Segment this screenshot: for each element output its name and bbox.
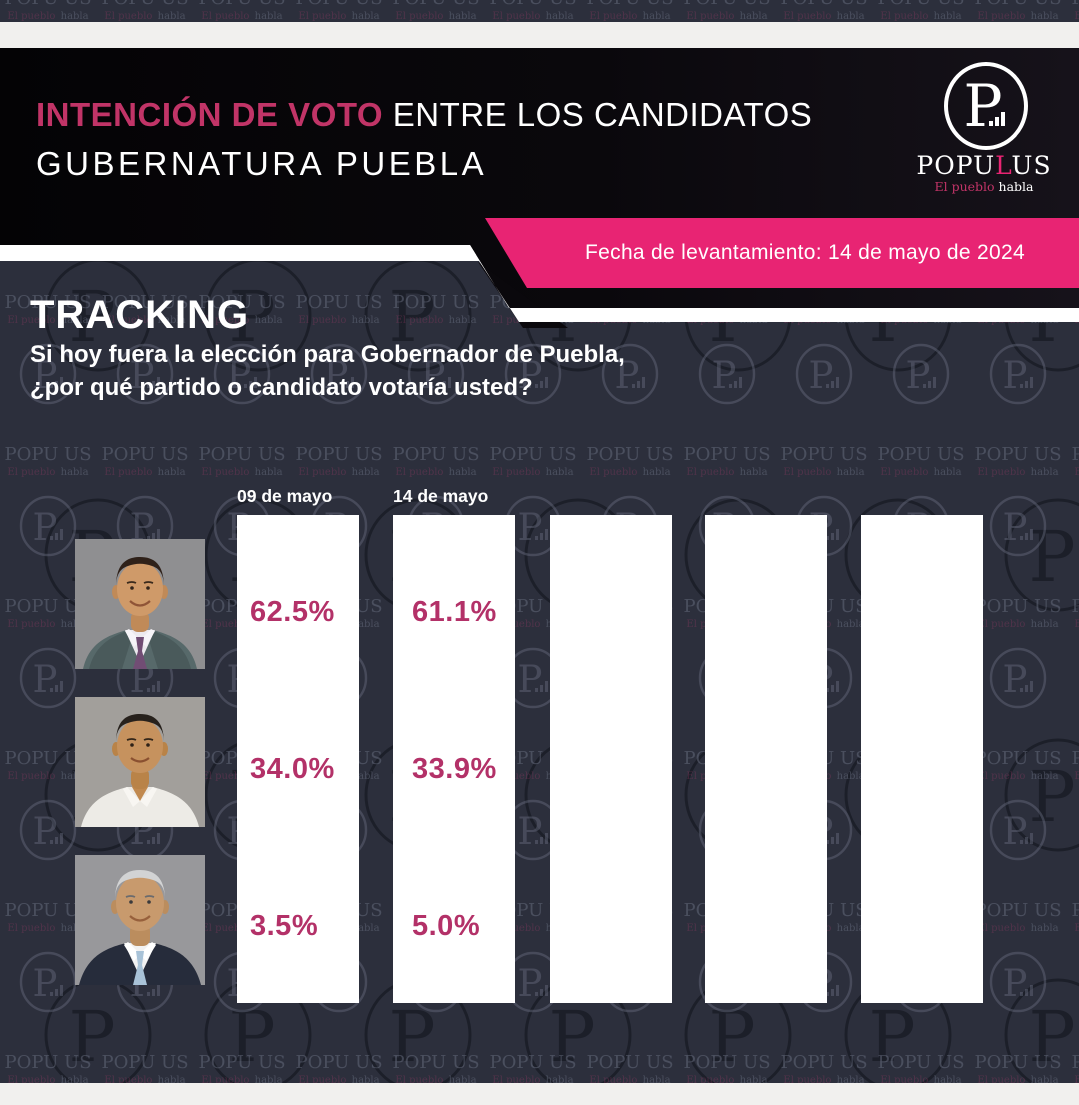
question-line2: ¿por qué partido o candidato votaría ust… <box>30 374 533 401</box>
section-heading: TRACKING <box>30 293 250 337</box>
candidate-1-photo <box>75 539 205 669</box>
page-title-line2: GUBERNATURA PUEBLA <box>36 145 488 182</box>
wordmark-accent-l: L <box>995 151 1012 180</box>
value-candidate-1-09mayo: 62.5% <box>250 596 335 628</box>
survey-date-text: Fecha de levantamiento: 14 de mayo de 20… <box>585 241 1025 264</box>
value-candidate-2-14mayo: 33.9% <box>412 753 497 785</box>
empty-column-3 <box>861 515 983 1003</box>
page-title-line1: INTENCIÓN DE VOTO ENTRE LOS CANDIDATOS <box>36 96 812 134</box>
value-candidate-3-09mayo: 3.5% <box>250 910 319 942</box>
populus-wordmark: POPULUS <box>916 151 1052 180</box>
empty-column-2 <box>705 515 827 1003</box>
populus-tagline: El pueblo habla <box>934 179 1034 194</box>
date-header-14-mayo: 14 de mayo <box>393 486 489 506</box>
value-candidate-3-14mayo: 5.0% <box>412 910 481 942</box>
survey-date-banner: Fecha de levantamiento: 14 de mayo de 20… <box>485 218 1079 288</box>
page-title-accent: INTENCIÓN DE VOTO <box>36 96 384 133</box>
candidate-2-photo <box>75 697 205 827</box>
date-header-09-mayo: 09 de mayo <box>237 486 333 506</box>
svg-text:P: P <box>963 72 1002 140</box>
populus-logo-icon: P <box>944 62 1028 150</box>
question-line1: Si hoy fuera la elección para Gobernador… <box>30 341 625 368</box>
page-title-rest: ENTRE LOS CANDIDATOS <box>383 96 813 133</box>
candidate-3-photo <box>75 855 205 985</box>
result-column-09-mayo: 62.5% 34.0% 3.5% <box>237 515 359 1003</box>
result-column-14-mayo: 61.1% 33.9% 5.0% <box>393 515 515 1003</box>
empty-column-1 <box>550 515 672 1003</box>
value-candidate-2-09mayo: 34.0% <box>250 753 335 785</box>
value-candidate-1-14mayo: 61.1% <box>412 596 497 628</box>
